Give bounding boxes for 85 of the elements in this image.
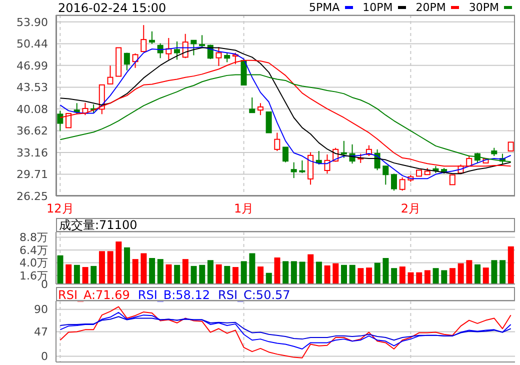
y-tick-label: 8.8万	[20, 231, 48, 244]
y-tick-label: 53.90	[16, 16, 48, 29]
legend-label: 5PMA	[308, 1, 340, 14]
bar	[66, 264, 72, 284]
bar	[157, 259, 164, 284]
legend-label: 10PM	[362, 1, 393, 14]
chart-title: 2016-02-24 15:00	[58, 1, 166, 15]
x-tick-label: 1月	[234, 202, 254, 216]
candlestick	[257, 102, 264, 116]
x-tick-label: 12月	[46, 202, 74, 216]
x-tick-label: 2月	[400, 202, 420, 216]
bar	[82, 267, 88, 284]
y-tick-label: 46.99	[16, 59, 48, 72]
bar	[207, 260, 214, 284]
y-tick-label: 0	[41, 350, 48, 364]
bar	[232, 267, 239, 284]
bar	[391, 268, 398, 284]
bar	[474, 264, 481, 284]
y-tick-label: 29.71	[16, 168, 48, 182]
y-tick-label: 36.62	[16, 124, 48, 138]
bar	[358, 268, 364, 284]
y-tick-label: 90	[34, 303, 48, 316]
bar	[74, 264, 80, 284]
bar	[441, 270, 448, 284]
bar	[432, 268, 439, 284]
bar	[491, 260, 498, 284]
bar	[174, 264, 180, 284]
bar	[316, 262, 322, 284]
bar	[182, 259, 188, 284]
bar	[349, 264, 356, 284]
legend-label: 30PM	[468, 1, 499, 14]
bar	[224, 266, 230, 284]
bar	[340, 264, 347, 284]
bar	[290, 261, 297, 284]
bar	[240, 261, 247, 284]
bar	[107, 251, 114, 284]
bar	[382, 258, 389, 284]
bar	[98, 251, 105, 284]
y-tick-label: 26.25	[16, 190, 48, 203]
bar	[216, 264, 222, 284]
bar	[149, 258, 156, 284]
bar	[266, 272, 272, 284]
bar	[324, 265, 330, 284]
bar	[166, 264, 172, 284]
bar	[140, 253, 147, 284]
bar	[399, 266, 406, 284]
bar	[374, 262, 380, 284]
line-series	[60, 316, 512, 341]
bar	[249, 253, 256, 284]
bar	[299, 262, 306, 284]
bar	[199, 264, 206, 284]
bar	[466, 260, 472, 284]
y-tick-label: 47	[34, 326, 48, 339]
y-tick-label: 6.4万	[20, 244, 48, 257]
bar	[90, 266, 97, 284]
bar	[258, 266, 264, 284]
bar	[458, 263, 464, 284]
y-tick-label: 50.44	[16, 38, 48, 51]
bar	[416, 272, 422, 284]
y-tick-label: 33.16	[16, 146, 48, 160]
bar	[274, 257, 280, 284]
series-label: RSI_C:50.57	[218, 288, 290, 302]
line-series	[60, 306, 512, 358]
legend-label: 20PM	[416, 1, 446, 14]
bar	[449, 268, 456, 284]
y-tick-label: 43.53	[16, 81, 48, 94]
bar	[308, 254, 314, 284]
bar	[57, 255, 64, 284]
bar	[508, 246, 514, 284]
panel-header: 成交量:71100	[56, 218, 515, 232]
bar	[408, 272, 414, 284]
bar	[424, 270, 430, 284]
bar	[500, 260, 506, 284]
bar	[332, 263, 339, 284]
bar	[132, 259, 138, 284]
bar	[482, 268, 489, 284]
series-label: RSI_B:58.12	[138, 288, 210, 302]
bar	[366, 268, 372, 284]
y-tick-label: 40.08	[16, 102, 48, 116]
bar	[116, 242, 122, 284]
bar	[124, 247, 130, 284]
y-tick-label: 4.0万	[20, 256, 48, 270]
bar	[190, 266, 197, 284]
bar	[282, 261, 289, 284]
series-label: RSI_A:71.69	[58, 288, 130, 302]
